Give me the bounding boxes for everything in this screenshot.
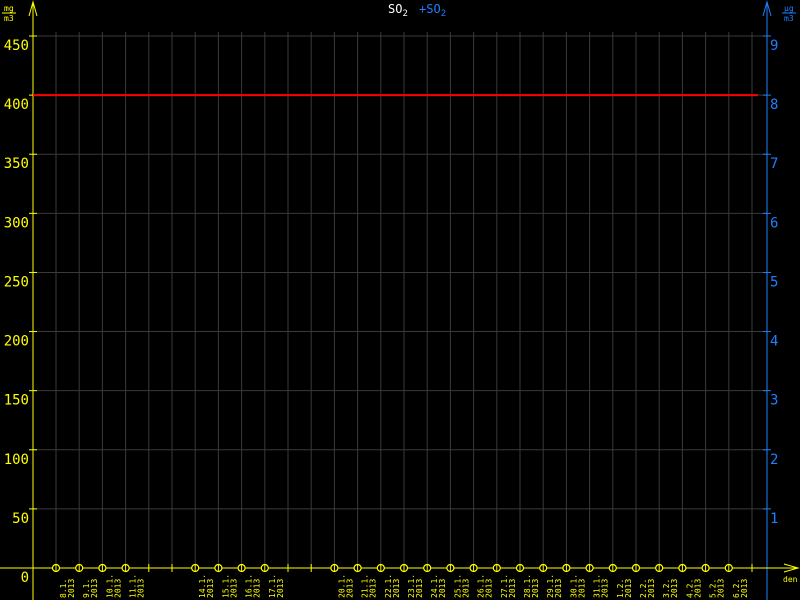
x-axis-arrow xyxy=(783,563,800,573)
x-tick-label: 1.2.2013 xyxy=(616,579,633,598)
svg-text:m3: m3 xyxy=(4,14,14,23)
y-tick-label-right: 7 xyxy=(770,156,778,172)
svg-text:mg: mg xyxy=(4,4,14,13)
y-tick-label-left: 100 xyxy=(4,452,29,468)
y-tick-label-right: 4 xyxy=(770,334,778,350)
y-axis-right-arrow xyxy=(762,0,772,17)
y-tick-label-left: 0 xyxy=(21,570,29,586)
y-tick-label-right: 6 xyxy=(770,215,778,231)
x-tick-label: 10.1.2013 xyxy=(105,574,122,598)
svg-text:µg: µg xyxy=(784,4,794,13)
y-axis-left-arrow xyxy=(28,0,38,17)
x-tick-label: 20.1.2013 xyxy=(337,574,354,598)
x-tick-label: 14.1.2013 xyxy=(198,574,215,598)
x-tick-label: 6.2.2013 xyxy=(732,579,749,598)
x-tick-label: 15.1.2013 xyxy=(221,574,238,598)
x-tick-label: 4.2.2013 xyxy=(685,579,702,598)
x-tick-label: 11.1.2013 xyxy=(129,574,146,598)
y-tick-label-right: 2 xyxy=(770,452,778,468)
left-unit-label: mg m3 xyxy=(2,4,16,23)
x-tick-label: 29.1.2013 xyxy=(546,574,563,598)
y-tick-label-left: 350 xyxy=(4,156,29,172)
y-tick-label-left: 200 xyxy=(4,334,29,350)
y-tick-label-right: 5 xyxy=(770,274,778,290)
x-tick-label: 22.1.2013 xyxy=(384,574,401,598)
y-tick-label-left: 450 xyxy=(4,38,29,54)
y-tick-label-left: 400 xyxy=(4,97,29,113)
x-tick-label: 30.1.2013 xyxy=(569,574,586,598)
x-tick-label: 17.1.2013 xyxy=(268,574,285,598)
x-tick-label: 25.1.2013 xyxy=(453,574,470,598)
x-tick-label: 26.1.2013 xyxy=(477,574,494,598)
x-tick-label: 8.1.2013 xyxy=(59,579,76,598)
x-tick-label: 27.1.2013 xyxy=(500,574,517,598)
x-tick-label: 31.1.2013 xyxy=(593,574,610,598)
x-tick-label: 21.1.2013 xyxy=(361,574,378,598)
y-tick-label-right: 8 xyxy=(770,97,778,113)
x-tick-label: 2.2.2013 xyxy=(639,579,656,598)
x-axis-label: den xyxy=(783,575,798,584)
x-tick-label: 9.1.2013 xyxy=(82,579,99,598)
x-tick-label: 16.1.2013 xyxy=(245,574,262,598)
x-tick-label: 3.2.2013 xyxy=(662,579,679,598)
x-tick-label: 5.2.2013 xyxy=(709,579,726,598)
y-tick-label-right: 1 xyxy=(770,511,778,527)
y-tick-label-right: 9 xyxy=(770,38,778,54)
y-tick-label-left: 300 xyxy=(4,215,29,231)
right-unit-label: µg m3 xyxy=(782,4,796,23)
y-tick-label-left: 150 xyxy=(4,393,29,409)
chart-title-right: +SO2 xyxy=(419,2,446,19)
y-tick-label-left: 50 xyxy=(12,511,29,527)
x-tick-label: 23.1.2013 xyxy=(407,574,424,598)
x-tick-label: 24.1.2013 xyxy=(430,574,447,598)
y-tick-label-right: 3 xyxy=(770,393,778,409)
svg-text:m3: m3 xyxy=(784,14,794,23)
x-tick-label: 28.1.2013 xyxy=(523,574,540,598)
y-tick-label-left: 250 xyxy=(4,274,29,290)
chart-title-left: SO2 xyxy=(388,2,408,19)
